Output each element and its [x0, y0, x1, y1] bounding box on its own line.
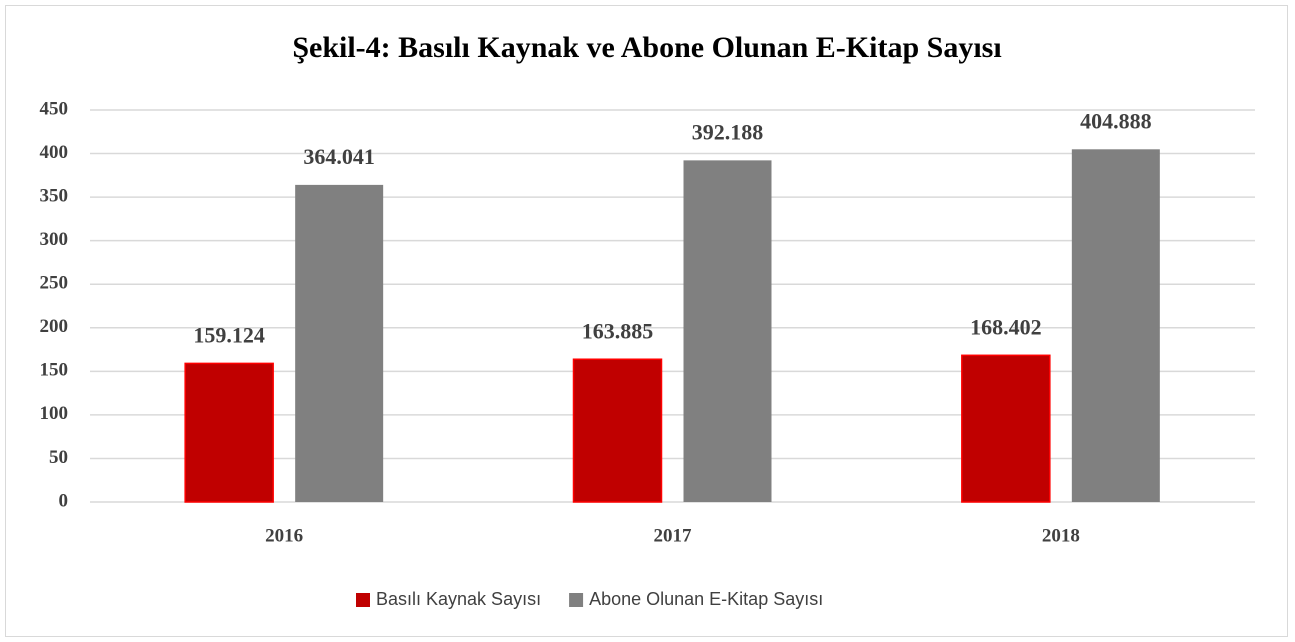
data-label: 404.888	[1080, 108, 1152, 133]
bar	[961, 354, 1051, 503]
y-tick-label: 450	[40, 98, 69, 119]
y-tick-label: 0	[59, 490, 69, 511]
y-tick-label: 50	[49, 447, 68, 468]
x-tick-label: 2018	[1042, 525, 1080, 546]
y-tick-label: 300	[40, 229, 69, 250]
legend-label: Basılı Kaynak Sayısı	[376, 589, 541, 609]
data-label: 168.402	[970, 314, 1042, 339]
y-tick-label: 200	[40, 316, 69, 337]
data-label: 159.124	[193, 322, 265, 347]
legend-swatch	[569, 593, 584, 607]
x-tick-label: 2017	[654, 525, 693, 546]
y-tick-label: 100	[40, 403, 69, 424]
bar	[184, 362, 274, 503]
bar	[1071, 149, 1160, 503]
chart-title: Şekil-4: Basılı Kaynak ve Abone Olunan E…	[292, 31, 1001, 64]
y-tick-label: 250	[40, 273, 69, 294]
data-label: 392.188	[692, 119, 764, 144]
y-tick-label: 150	[40, 360, 69, 381]
legend-label: Abone Olunan E-Kitap Sayısı	[589, 589, 823, 609]
data-label: 163.885	[582, 318, 654, 343]
x-tick-label: 2016	[265, 525, 303, 546]
bar	[572, 358, 663, 503]
data-label: 364.041	[303, 144, 375, 169]
bar	[683, 160, 772, 503]
legend-swatch	[356, 593, 370, 607]
bar	[295, 184, 384, 503]
y-tick-label: 350	[40, 185, 69, 206]
y-tick-label: 400	[40, 142, 69, 163]
